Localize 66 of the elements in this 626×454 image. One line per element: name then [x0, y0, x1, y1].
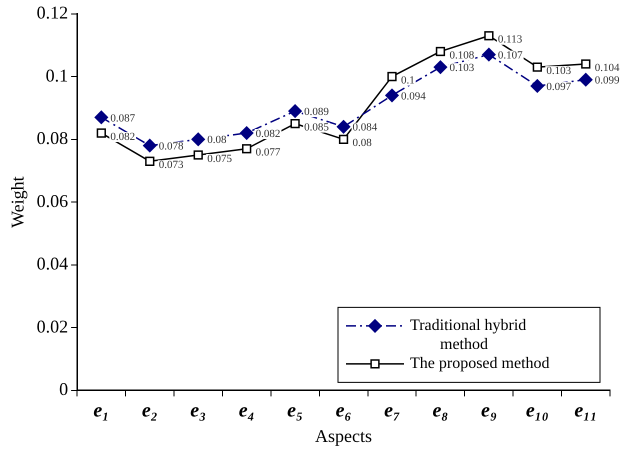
legend-label: The proposed method [410, 355, 550, 372]
data-label: 0.073 [158, 159, 184, 172]
point [336, 120, 350, 134]
data-label: 0.082 [110, 130, 136, 143]
data-label: 0.099 [594, 74, 620, 87]
data-label: 0.104 [594, 62, 620, 74]
point [385, 88, 399, 102]
x-tick-label: e₈ [432, 400, 448, 422]
point [94, 110, 108, 124]
x-tick-label: e₅ [287, 400, 304, 422]
point [194, 150, 203, 160]
point [242, 144, 252, 154]
point [143, 138, 157, 152]
data-label: 0.103 [546, 65, 572, 78]
x-tick-label: e₆ [336, 400, 352, 422]
data-label: 0.1 [400, 74, 415, 86]
point [290, 119, 300, 128]
data-label: 0.103 [449, 62, 475, 74]
y-tick-label: 0.1 [46, 65, 68, 86]
x-tick-label: e₉ [480, 400, 497, 422]
x-tick-label: e₁ [93, 400, 110, 422]
data-label: 0.08 [352, 137, 372, 150]
y-axis-title: Weight [8, 176, 28, 228]
point [96, 128, 106, 138]
data-label: 0.084 [352, 122, 378, 134]
data-label: 0.097 [546, 80, 572, 93]
point [530, 79, 544, 93]
y-tick-label: 0.06 [36, 190, 68, 211]
y-tick-label: 0.04 [36, 254, 68, 274]
data-label: 0.089 [304, 106, 330, 118]
data-label: 0.085 [304, 122, 330, 134]
y-tick-label: 0.08 [36, 128, 68, 148]
data-label: 0.113 [498, 34, 523, 46]
x-tick-label: e₁₀ [526, 400, 549, 422]
x-axis-title: Aspects [315, 426, 372, 446]
x-tick-label: e₄ [238, 400, 255, 422]
data-label: 0.082 [256, 128, 280, 140]
point [434, 60, 448, 74]
point [145, 156, 154, 166]
point [579, 72, 593, 86]
x-tick-label: e₁₁ [574, 400, 598, 422]
data-label: 0.077 [256, 146, 281, 159]
data-label: 0.08 [207, 134, 227, 146]
x-tick-label: e₂ [142, 400, 158, 422]
point [240, 126, 254, 140]
point [581, 59, 590, 69]
y-tick-label: 0.02 [36, 316, 68, 336]
data-label: 0.107 [498, 49, 524, 62]
point [436, 46, 446, 56]
data-label: 0.108 [449, 49, 475, 62]
data-label: 0.078 [158, 140, 184, 152]
point [482, 48, 496, 62]
x-tick-label: e₃ [190, 400, 206, 422]
y-tick-label: 0 [59, 379, 68, 400]
point [338, 134, 348, 144]
point [484, 31, 494, 40]
legend-label: Traditional hybrid method [410, 317, 526, 354]
data-label: 0.094 [400, 90, 426, 102]
data-label: 0.087 [110, 112, 136, 124]
x-tick-label: e₇ [384, 400, 400, 422]
y-tick-label: 0.12 [36, 2, 68, 23]
point [191, 132, 205, 146]
data-label: 0.075 [207, 152, 232, 165]
point [532, 62, 542, 72]
point [288, 104, 302, 118]
point [387, 72, 397, 82]
